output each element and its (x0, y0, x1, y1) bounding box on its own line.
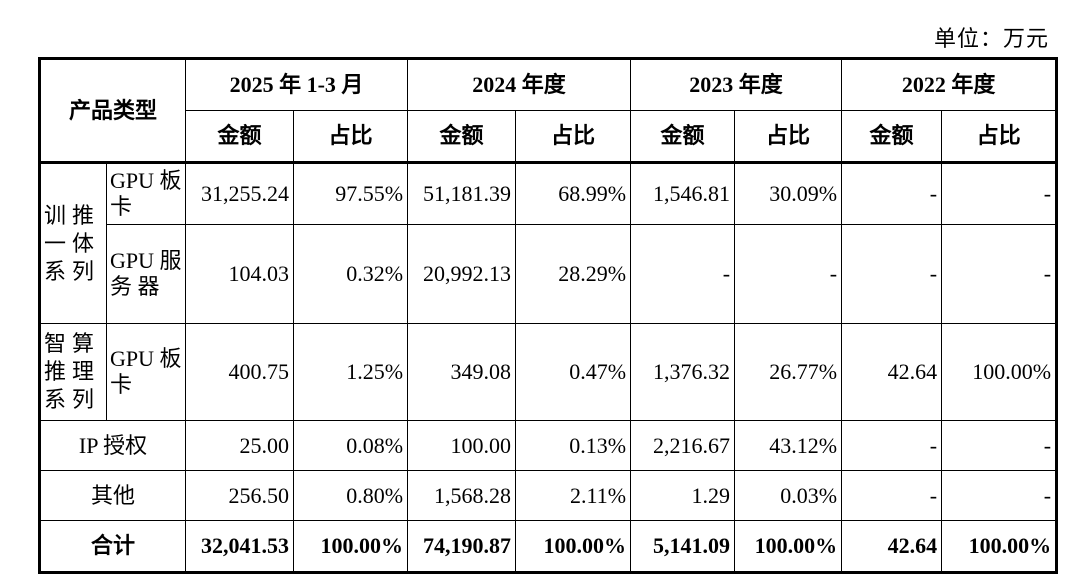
amount-cell: 100.00 (407, 420, 517, 471)
amount-cell: 5,141.09 (630, 520, 736, 573)
ratio-cell: 1.25% (293, 323, 409, 421)
ratio-cell: 0.03% (734, 470, 843, 521)
amount-cell: 32,041.53 (185, 520, 295, 573)
ratio-cell: 0.08% (293, 420, 409, 471)
table-row: 合计 32,041.53 100.00% 74,190.87 100.00% 5,141.… (38, 520, 1058, 573)
ratio-cell: 28.29% (515, 224, 632, 324)
ratio-cell: 68.99% (515, 161, 632, 225)
ratio-cell: 43.12% (734, 420, 843, 471)
amount-cell: 1,376.32 (630, 323, 736, 421)
header-period: 2024 年度 (407, 58, 632, 111)
ratio-cell: 100.00% (941, 323, 1058, 421)
amount-cell: - (841, 470, 943, 521)
group-label: 智算推理系列 (39, 323, 107, 421)
header-amount: 金额 (185, 110, 295, 163)
amount-cell: 42.64 (841, 520, 943, 573)
header-amount: 金额 (841, 110, 943, 163)
amount-cell: 1.29 (630, 470, 736, 521)
amount-cell: 1,568.28 (407, 470, 517, 521)
amount-cell: - (841, 161, 943, 225)
amount-cell: - (841, 420, 943, 471)
ratio-cell: - (734, 224, 843, 324)
amount-cell: 31,255.24 (185, 161, 295, 225)
total-label: 合计 (38, 520, 187, 573)
ratio-cell: 100.00% (293, 520, 409, 573)
amount-cell: - (630, 224, 736, 324)
ratio-cell: 0.47% (515, 323, 632, 421)
table-row: IP 授权 25.00 0.08% 100.00 0.13% 2,216.67 43.12%… (38, 420, 1058, 471)
table-row: 智算推理系列 GPU 板卡 400.75 1.25% 349.08 0.47% 1,376.… (39, 323, 1058, 421)
amount-cell: 42.64 (841, 323, 943, 421)
header-row-periods: 产品类型 2025 年 1-3 月 2024 年度 2023 年度 2022 年… (38, 58, 1058, 163)
header-amount: 金额 (630, 110, 736, 163)
ratio-cell: 97.55% (293, 161, 409, 225)
ratio-cell: 100.00% (515, 520, 632, 573)
ratio-cell: - (941, 224, 1058, 324)
ratio-cell: - (941, 161, 1058, 225)
unit-label: 单位：万元 (933, 26, 1049, 51)
ratio-cell: 0.32% (293, 224, 409, 324)
amount-cell: 20,992.13 (407, 224, 517, 324)
header-row-metrics: 金额 占比 金额 占比 金额 占比 金额 占比 (40, 110, 1058, 163)
category-label: IP 授权 (38, 420, 187, 471)
ratio-cell: 30.09% (734, 161, 843, 225)
ratio-cell: 0.13% (515, 420, 632, 471)
header-ratio: 占比 (293, 110, 409, 163)
ratio-cell: 2.11% (515, 470, 632, 521)
header-amount: 金额 (407, 110, 517, 163)
ratio-cell: 26.77% (734, 323, 843, 421)
header-product-type: 产品类型 (38, 58, 187, 163)
revenue-by-product-table: 产品类型 2025 年 1-3 月 2024 年度 2023 年度 2022 年… (38, 57, 1059, 574)
amount-cell: 2,216.67 (630, 420, 736, 471)
amount-cell: 349.08 (407, 323, 517, 421)
ratio-cell: 100.00% (734, 520, 843, 573)
header-period: 2023 年度 (630, 58, 843, 111)
amount-cell: 256.50 (185, 470, 295, 521)
amount-cell: 25.00 (185, 420, 295, 471)
ratio-cell: - (941, 470, 1058, 521)
amount-cell: 51,181.39 (407, 161, 517, 225)
amount-cell: 400.75 (185, 323, 295, 421)
table-row: GPU 服 务 器 104.03 0.32% 20,992.13 28.29% - - - - (40, 224, 1058, 324)
header-period: 2022 年度 (841, 58, 1058, 111)
header-period: 2025 年 1-3 月 (185, 58, 409, 111)
group-label: 训推一体系列 (39, 161, 107, 324)
category-label: 其他 (38, 470, 187, 521)
header-ratio: 占比 (515, 110, 632, 163)
amount-cell: 74,190.87 (407, 520, 517, 573)
table-row: 其他 256.50 0.80% 1,568.28 2.11% 1.29 0.03% - - (38, 470, 1058, 521)
header-ratio: 占比 (941, 110, 1058, 163)
amount-cell: 1,546.81 (630, 161, 736, 225)
amount-cell: - (841, 224, 943, 324)
subcategory-label: GPU 服 务 器 (105, 224, 187, 324)
subcategory-label: GPU 板卡 (105, 161, 187, 225)
amount-cell: 104.03 (185, 224, 295, 324)
subcategory-label: GPU 板卡 (105, 323, 187, 421)
ratio-cell: 100.00% (941, 520, 1058, 573)
ratio-cell: - (941, 420, 1058, 471)
header-ratio: 占比 (734, 110, 843, 163)
table-row: 训推一体系列 GPU 板卡 31,255.24 97.55% 51,181.39 68.9… (39, 161, 1058, 324)
ratio-cell: 0.80% (293, 470, 409, 521)
